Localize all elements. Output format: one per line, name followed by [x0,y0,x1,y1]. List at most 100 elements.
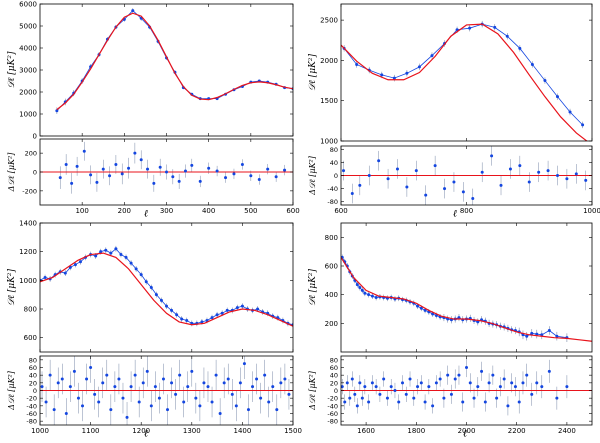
residual-y-tick-label: 80 [330,146,338,154]
residual-point [530,392,534,396]
residual-point [360,396,364,400]
data-point [417,65,421,69]
residual-y-axis-label: Δ𝒟ℓ [μK²] [7,152,16,193]
residual-point [259,396,263,400]
residual-y-tick-label: 60 [330,364,338,372]
residual-y-tick-label: -80 [26,418,37,426]
residual-y-tick-label: -60 [327,410,338,418]
residual-point [75,164,79,168]
residual-point [408,377,412,381]
data-point [124,255,128,259]
residual-point [125,415,129,419]
residual-point [64,412,68,415]
spectrum-plot-area [40,245,293,328]
residual-point [218,412,222,415]
data-point [78,260,82,264]
residual-point [279,381,283,385]
data-point [568,110,572,114]
y-tick-label: 1000 [19,277,37,285]
residual-point [367,400,371,404]
residual-point [215,169,219,173]
residual-point [194,396,198,400]
x-tick-label: 400 [202,207,215,215]
residual-point [177,179,181,183]
x-tick-label: 500 [244,207,257,215]
y-tick-label: 800 [24,306,37,314]
chart-panel-top-right: 600 800 1000 1000 1500 2000 2500 -80 -40 0 40 80 𝒟ℓ … [308,3,600,220]
residual-point [393,389,397,392]
data-point [431,312,435,316]
residual-point [166,408,170,412]
residual-point [414,169,418,173]
residual-point [257,178,261,182]
residual-point [506,404,510,408]
data-point [405,71,409,75]
x-tick-label: 1200 [132,427,150,435]
residual-point [190,163,194,167]
residual-point [341,385,344,389]
residual-point [64,162,68,166]
residual-point [555,396,559,400]
residual-point [152,181,156,185]
residual-point [133,373,137,377]
x-tick-label: 2000 [458,427,476,435]
residual-y-tick-label: 20 [330,379,338,387]
residual-point [453,377,457,381]
residual-point [517,400,521,404]
residual-point [480,170,484,174]
residual-point [527,180,531,184]
data-point [43,275,47,279]
residual-point [389,385,393,389]
residual-point [498,385,502,389]
residual-point [412,396,416,400]
y-tick-label: 4000 [19,45,37,53]
y-tick-label: 5000 [19,23,37,31]
residual-point [238,381,242,385]
residual-y-tick-label: 200 [25,150,37,158]
residual-point [353,392,357,396]
residual-point [105,373,109,377]
data-point [493,25,497,29]
data-point [370,294,374,298]
data-point [468,26,472,30]
residual-point [446,373,450,377]
residual-point [101,381,105,385]
residual-point [137,400,141,404]
residual-point [468,381,472,385]
data-point [256,307,260,311]
data-point [55,109,59,113]
residual-point [232,172,236,176]
residual-y-tick-label: 40 [330,159,338,167]
residual-y-tick-label: 0 [334,172,338,180]
residual-point [483,400,487,404]
residual-point [348,396,352,400]
residual-y-tick-label: 20 [29,379,37,387]
residual-point [44,400,48,404]
residual-point [287,392,291,396]
residual-point [76,396,80,400]
residual-point [433,164,437,168]
residual-point [214,373,218,377]
residual-point [246,408,250,412]
data-point [99,250,103,254]
residual-point [431,404,435,408]
data-point [416,304,420,308]
residual-y-tick-label: 40 [29,372,37,380]
spectrum-plot-area [341,20,588,141]
data-point [165,304,168,308]
residual-point [424,193,428,197]
residual-point [382,377,386,381]
data-point [149,286,153,289]
residual-point [97,400,101,404]
y-tick-label: 600 [325,263,338,271]
y-tick-label: 1000 [19,111,37,119]
y-tick-label: 600 [24,334,37,342]
spectrum-plot-area [55,8,293,114]
residual-point [283,377,287,381]
data-point [170,308,174,312]
x-tick-label: 1800 [407,427,425,435]
residual-point [222,381,226,385]
y-tick-label: 1200 [19,248,37,256]
residual-point [419,381,423,385]
